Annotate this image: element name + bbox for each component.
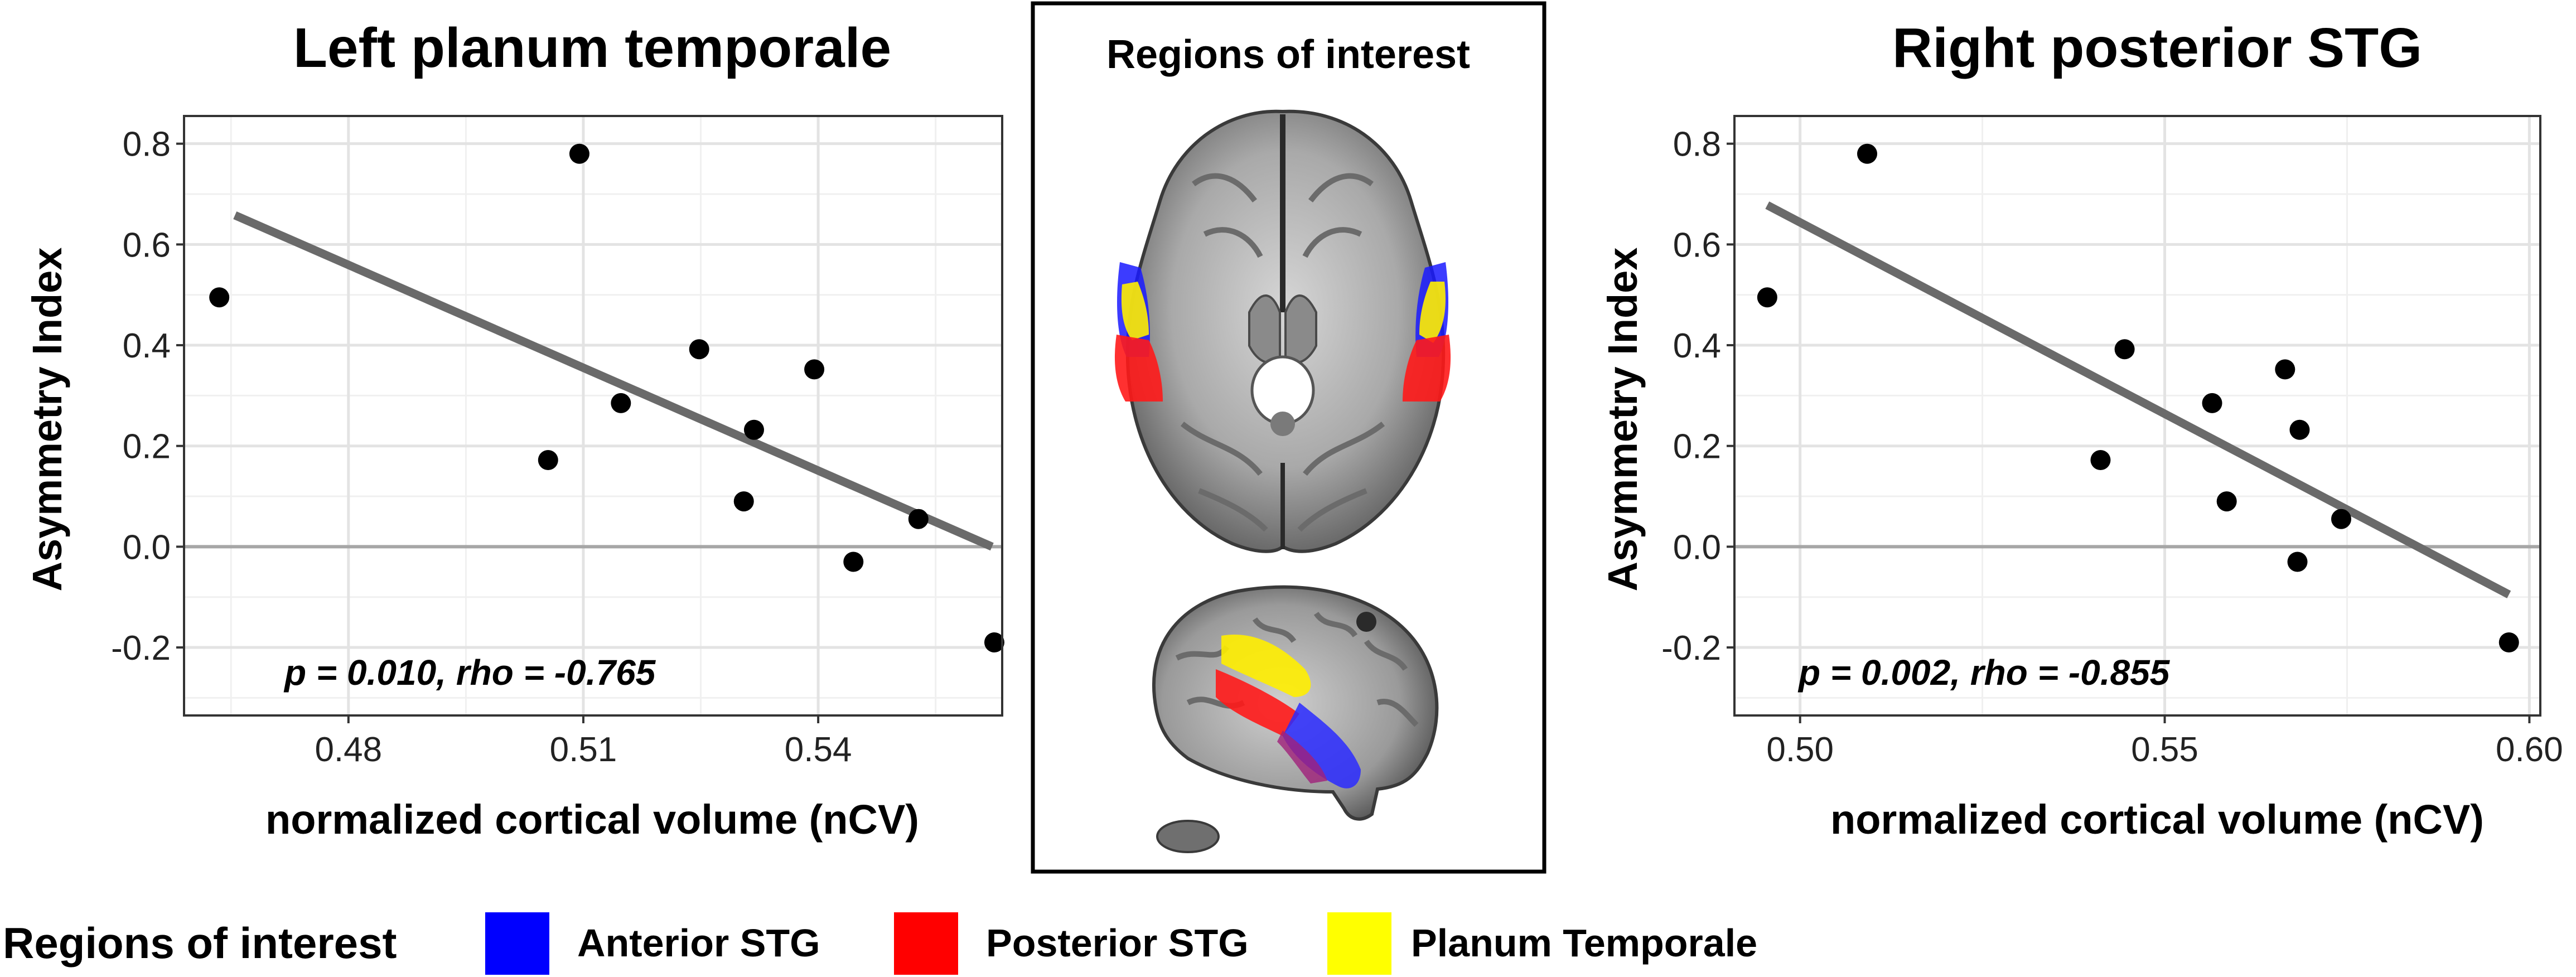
left-data-point	[569, 143, 589, 164]
left-data-point	[733, 491, 754, 512]
left-data-point	[209, 287, 230, 308]
left-data-point	[689, 339, 709, 360]
left-ytick-label: 0.8	[123, 125, 171, 164]
chart-right-xlabel: normalized cortical volume (nCV)	[1830, 796, 2484, 843]
left-data-point	[611, 393, 631, 413]
left-ytick-label: 0.2	[123, 428, 171, 466]
right-data-point	[2287, 552, 2308, 572]
right-data-point	[2114, 339, 2135, 360]
left-ytick-label: 0.4	[123, 327, 171, 365]
roi-panel-title: Regions of interest	[1106, 32, 1470, 77]
chart-right-ylabel: Asymmetry Index	[1599, 248, 1646, 592]
roi-panel: Regions of interest	[1031, 1, 1546, 874]
left-data-point	[843, 552, 864, 572]
chart-left-title: Left planum temporale	[293, 17, 891, 79]
legend-swatch-anterior-stg	[485, 912, 549, 975]
left-xtick-label: 0.54	[785, 731, 852, 769]
chart-left-xlabel: normalized cortical volume (nCV)	[265, 796, 919, 843]
right-data-point	[2289, 419, 2310, 440]
left-xtick-label: 0.51	[550, 731, 617, 769]
left-fit-line	[233, 211, 994, 551]
right-data-point	[2202, 393, 2222, 413]
axial-brain-slice	[1114, 109, 1451, 553]
right-data-point	[2216, 491, 2237, 512]
legend: Regions of interest Anterior STG Posteri…	[3, 912, 1757, 975]
right-ytick-label: 0.0	[1673, 528, 1721, 567]
right-data-point	[2090, 449, 2111, 470]
legend-label-anterior-stg: Anterior STG	[577, 921, 820, 965]
right-data-point	[2275, 359, 2295, 380]
right-data-point	[2498, 632, 2519, 653]
left-ytick-label: 0.0	[123, 528, 171, 567]
right-data-point	[1757, 287, 1777, 308]
legend-swatch-posterior-stg	[894, 912, 958, 975]
legend-label-planum-temporale: Planum Temporale	[1411, 921, 1757, 965]
left-stats-annotation: p = 0.010, rho = -0.765	[283, 652, 656, 693]
left-data-point	[984, 632, 1004, 653]
right-ytick-label: -0.2	[1661, 629, 1721, 668]
chart-right-title: Right posterior STG	[1892, 17, 2422, 79]
right-data-point	[2331, 509, 2351, 529]
right-xtick-label: 0.60	[2496, 731, 2563, 769]
legend-swatch-planum-temporale	[1327, 912, 1391, 975]
right-panel-border	[1733, 115, 2541, 717]
left-data-point	[908, 509, 929, 529]
legend-title: Regions of interest	[3, 918, 397, 968]
left-ytick-label: 0.6	[123, 226, 171, 264]
chart-right-plot: 0.50 0.55 0.60 -0.2 0.0 0.2 0.4 0.6 0.8 p = 0.002…	[1661, 115, 2563, 769]
chart-left-plot: 0.48 0.51 0.54 -0.2 0.0 0.2 0.4 0.6 0.8 p = 0.010…	[111, 115, 1004, 769]
right-ytick-label: 0.4	[1673, 327, 1721, 365]
left-data-point	[538, 449, 558, 470]
right-ytick-label: 0.6	[1673, 226, 1721, 264]
legend-label-posterior-stg: Posterior STG	[986, 921, 1249, 965]
right-ytick-label: 0.2	[1673, 428, 1721, 466]
right-stats-annotation: p = 0.002, rho = -0.855	[1797, 652, 2171, 693]
right-data-point	[1857, 143, 1877, 164]
left-data-point	[804, 359, 825, 380]
chart-left: Left planum temporale 0.48 0.51 0.54-0.20.…	[24, 17, 1004, 843]
left-data-point	[743, 419, 764, 440]
left-xtick-label: 0.48	[315, 731, 382, 769]
right-xtick-label: 0.50	[1766, 731, 1834, 769]
right-xtick-label: 0.55	[2131, 731, 2198, 769]
chart-right: Right posterior STG 0.50 0.55 0.60-0.20.00…	[1599, 17, 2563, 843]
left-ytick-label: -0.2	[111, 629, 171, 668]
left-panel-border	[183, 115, 1003, 717]
chart-left-ylabel: Asymmetry Index	[24, 248, 70, 592]
sagittal-brain-slice	[1152, 585, 1439, 853]
right-fit-line	[1765, 201, 2511, 598]
right-ytick-label: 0.8	[1673, 125, 1721, 164]
